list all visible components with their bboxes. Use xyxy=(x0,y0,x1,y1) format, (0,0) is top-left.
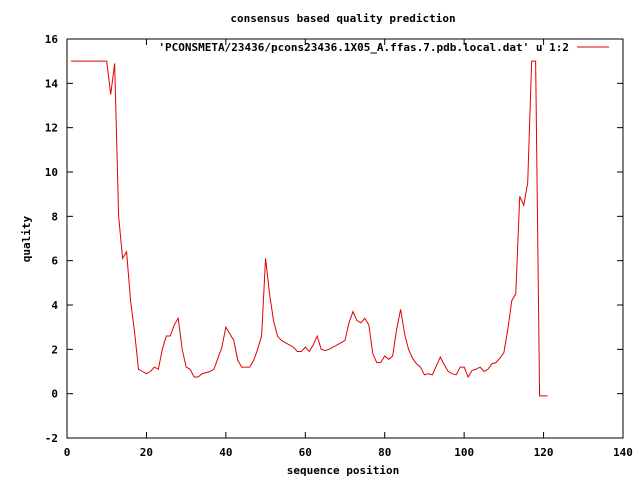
x-tick-label: 60 xyxy=(299,446,312,459)
y-tick-label: 2 xyxy=(51,343,58,356)
axis-ticks xyxy=(66,38,624,439)
y-tick-label: 10 xyxy=(45,166,58,179)
y-tick-label: -2 xyxy=(45,432,58,445)
y-tick-label: 6 xyxy=(51,255,58,268)
y-tick-label: 4 xyxy=(51,299,58,312)
legend-label: 'PCONSMETA/23436/pcons23436.1X05_A.ffas.… xyxy=(158,41,569,54)
legend: 'PCONSMETA/23436/pcons23436.1X05_A.ffas.… xyxy=(158,41,609,54)
y-tick-label: 0 xyxy=(51,388,58,401)
y-tick-label: 16 xyxy=(45,33,59,46)
series-line xyxy=(70,60,548,397)
chart-title: consensus based quality prediction xyxy=(230,12,455,25)
x-tick-label: 120 xyxy=(534,446,554,459)
y-axis-label: quality xyxy=(20,215,33,262)
y-tick-label: 8 xyxy=(51,210,58,223)
y-tick-label: 14 xyxy=(45,77,59,90)
y-tick-label: 12 xyxy=(45,122,58,135)
plot-frame xyxy=(66,38,624,439)
x-axis-label: sequence position xyxy=(287,464,400,477)
x-tick-label: 80 xyxy=(378,446,391,459)
x-tick-label: 100 xyxy=(454,446,474,459)
x-tick-label: 40 xyxy=(219,446,232,459)
x-tick-label: 20 xyxy=(140,446,153,459)
axis-tick-labels: 0 20 40 60 80 100 120 140 -2 0 2 4 6 8 10 12 14 16 xyxy=(45,33,633,459)
x-tick-label: 140 xyxy=(613,446,633,459)
x-tick-label: 0 xyxy=(64,446,71,459)
